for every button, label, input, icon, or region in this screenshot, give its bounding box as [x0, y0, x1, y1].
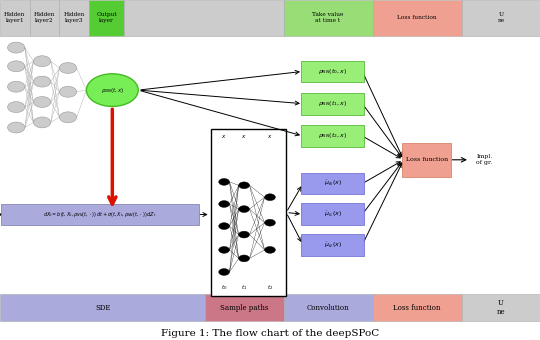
Circle shape — [219, 223, 230, 230]
Circle shape — [239, 255, 249, 262]
Text: Take value
at time t: Take value at time t — [312, 13, 344, 23]
Text: $\rho_{NN}(t_0,x)$: $\rho_{NN}(t_0,x)$ — [318, 67, 347, 76]
Bar — [462, 294, 540, 321]
Circle shape — [33, 76, 51, 87]
Text: Output
layer: Output layer — [96, 13, 117, 23]
Circle shape — [239, 206, 249, 212]
FancyBboxPatch shape — [301, 203, 364, 225]
Bar — [462, 0, 540, 36]
Text: $\tilde{\mu}_{t_0}(x)$: $\tilde{\mu}_{t_0}(x)$ — [323, 179, 342, 188]
Text: Hidden
layer1: Hidden layer1 — [4, 13, 25, 23]
Circle shape — [8, 122, 25, 133]
Text: $t_1$: $t_1$ — [241, 283, 247, 292]
FancyBboxPatch shape — [301, 125, 364, 147]
Circle shape — [8, 42, 25, 53]
Circle shape — [219, 201, 230, 207]
Circle shape — [33, 117, 51, 128]
FancyBboxPatch shape — [301, 173, 364, 194]
Text: Hidden
layer2: Hidden layer2 — [34, 13, 55, 23]
Circle shape — [219, 246, 230, 253]
Circle shape — [8, 102, 25, 113]
Text: Figure 1: The flow chart of the deepSPoC: Figure 1: The flow chart of the deepSPoC — [161, 329, 379, 338]
Circle shape — [8, 81, 25, 92]
Text: Sample paths: Sample paths — [220, 304, 268, 312]
Circle shape — [59, 63, 77, 73]
Circle shape — [265, 246, 275, 253]
Text: Convolution: Convolution — [307, 304, 349, 312]
Text: $\rho_{NN}(t_2,x)$: $\rho_{NN}(t_2,x)$ — [318, 132, 347, 140]
Text: $t_2$: $t_2$ — [267, 283, 273, 292]
Text: $x$: $x$ — [241, 133, 247, 140]
Text: $x$: $x$ — [267, 133, 273, 140]
Circle shape — [219, 269, 230, 275]
Text: Loss function: Loss function — [397, 15, 437, 20]
Circle shape — [8, 61, 25, 72]
Circle shape — [33, 97, 51, 107]
FancyBboxPatch shape — [301, 234, 364, 256]
Circle shape — [219, 178, 230, 185]
Text: $t_0$: $t_0$ — [221, 283, 227, 292]
Text: U
ne: U ne — [497, 13, 504, 23]
Text: $\rho_{NN}(t,x)$: $\rho_{NN}(t,x)$ — [100, 86, 124, 95]
Text: U
ne: U ne — [497, 299, 505, 316]
Text: $x$: $x$ — [221, 133, 227, 140]
Text: Hidden
layer3: Hidden layer3 — [64, 13, 85, 23]
Circle shape — [239, 231, 249, 238]
Bar — [89, 0, 124, 36]
Circle shape — [265, 194, 275, 201]
Circle shape — [239, 182, 249, 189]
Bar — [124, 0, 284, 36]
Text: $dX_t = b(t, X_t, \rho_{NN}(t,\cdot))\,dt + \sigma(t, X_t, \rho_{NN}(t,\cdot))\,: $dX_t = b(t, X_t, \rho_{NN}(t,\cdot))\,d… — [43, 210, 157, 219]
Bar — [373, 0, 462, 36]
Text: $\tilde{\mu}_{t_2}(x)$: $\tilde{\mu}_{t_2}(x)$ — [323, 240, 342, 250]
FancyBboxPatch shape — [402, 143, 451, 177]
Bar — [205, 294, 284, 321]
Bar — [0, 0, 30, 36]
FancyBboxPatch shape — [301, 61, 364, 82]
Bar — [284, 0, 373, 36]
Circle shape — [33, 56, 51, 67]
Text: $\rho_{NN}(t_1,x)$: $\rho_{NN}(t_1,x)$ — [318, 99, 347, 108]
Text: SDE: SDE — [95, 304, 110, 312]
Text: Impl.
of gr.: Impl. of gr. — [476, 154, 492, 165]
Bar — [373, 294, 462, 321]
FancyBboxPatch shape — [1, 204, 199, 225]
Text: $\tilde{\mu}_{t_1}(x)$: $\tilde{\mu}_{t_1}(x)$ — [323, 209, 342, 219]
FancyBboxPatch shape — [301, 93, 364, 115]
Bar — [211, 129, 286, 296]
Circle shape — [59, 112, 77, 123]
Text: Loss function: Loss function — [406, 157, 448, 162]
Bar — [59, 0, 89, 36]
Bar — [0, 294, 205, 321]
Bar — [30, 0, 59, 36]
Bar — [284, 294, 373, 321]
Text: Loss function: Loss function — [394, 304, 441, 312]
Circle shape — [86, 74, 138, 106]
Circle shape — [59, 86, 77, 97]
Circle shape — [265, 219, 275, 226]
